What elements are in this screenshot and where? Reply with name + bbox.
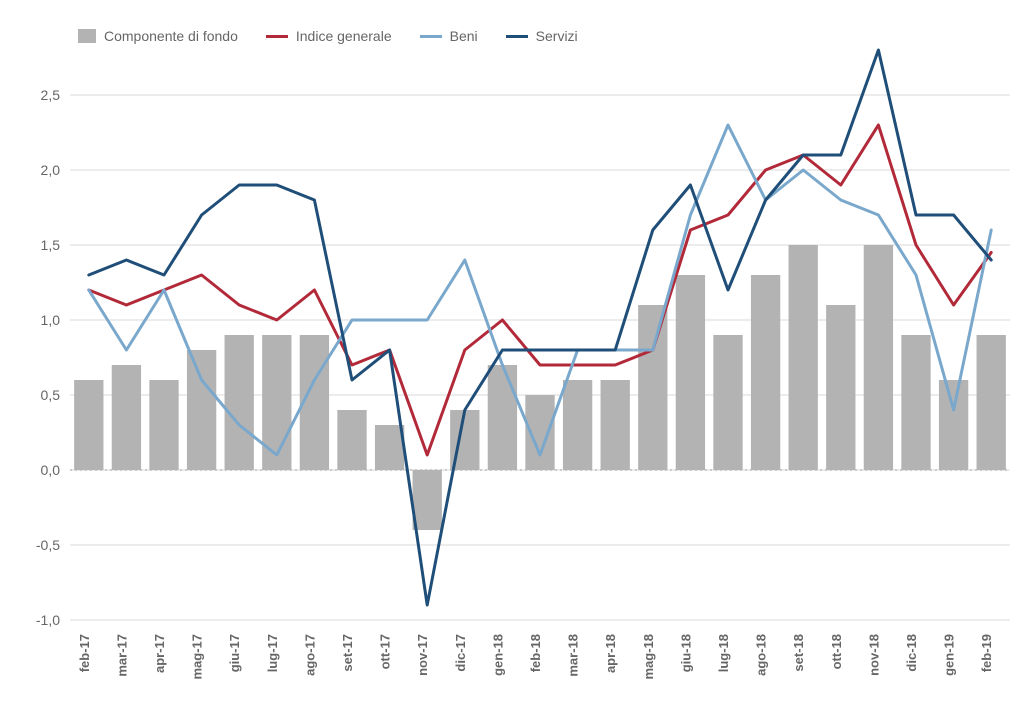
- legend-label-line-1: Beni: [450, 28, 478, 44]
- legend-line-2: [506, 35, 528, 38]
- bar: [676, 275, 705, 470]
- bar: [864, 245, 893, 470]
- legend-line-0: [266, 35, 288, 38]
- legend-swatch-bar: [78, 29, 96, 43]
- bar: [826, 305, 855, 470]
- bar: [488, 365, 517, 470]
- x-axis-label: apr-18: [603, 634, 618, 673]
- bar: [74, 380, 103, 470]
- x-axis-label: apr-17: [152, 634, 167, 673]
- legend-label-line-0: Indice generale: [296, 28, 392, 44]
- bar: [225, 335, 254, 470]
- x-axis-label: ott-18: [829, 634, 844, 669]
- bar: [977, 335, 1006, 470]
- legend-label-bar: Componente di fondo: [104, 28, 238, 44]
- y-axis-label: 2,5: [41, 87, 61, 103]
- x-axis-label: nov-18: [866, 634, 881, 676]
- bar: [112, 365, 141, 470]
- x-axis-label: lug-18: [716, 634, 731, 672]
- x-axis-label: ago-18: [754, 634, 769, 676]
- legend-item-line-2: Servizi: [506, 28, 578, 44]
- bar: [187, 350, 216, 470]
- bar: [638, 305, 667, 470]
- bar: [789, 245, 818, 470]
- x-axis-label: nov-17: [415, 634, 430, 676]
- bar: [337, 410, 366, 470]
- x-axis-label: lug-17: [265, 634, 280, 672]
- y-axis-label: -1,0: [36, 612, 60, 628]
- bar: [751, 275, 780, 470]
- x-axis-label: dic-18: [904, 634, 919, 672]
- x-axis-label: gen-19: [942, 634, 957, 676]
- y-axis-label: 0,5: [41, 387, 61, 403]
- legend-line-1: [420, 35, 442, 38]
- y-axis-label: 0,0: [41, 462, 61, 478]
- x-axis-label: mag-18: [641, 634, 656, 680]
- x-axis-label: giu-18: [678, 634, 693, 672]
- bar: [939, 380, 968, 470]
- legend-item-line-0: Indice generale: [266, 28, 392, 44]
- x-axis-label: mar-18: [566, 634, 581, 677]
- bar: [413, 470, 442, 530]
- bar: [262, 335, 291, 470]
- legend-item-line-1: Beni: [420, 28, 478, 44]
- legend: Componente di fondo Indice generale Beni…: [78, 28, 578, 44]
- x-axis-label: mag-17: [190, 634, 205, 680]
- x-axis-label: ott-17: [378, 634, 393, 669]
- x-axis-label: giu-17: [227, 634, 242, 672]
- bar: [713, 335, 742, 470]
- chart-container: Componente di fondo Indice generale Beni…: [0, 0, 1023, 724]
- x-axis-label: dic-17: [453, 634, 468, 672]
- y-axis-label: 2,0: [41, 162, 61, 178]
- chart-svg: -1,0 -0,5 0,0 0,5 1,0 1,5 2,0 2,5 feb-17 mar-17 ap…: [0, 0, 1023, 724]
- legend-item-bar: Componente di fondo: [78, 28, 238, 44]
- series-line-2: [89, 50, 991, 605]
- x-axis-label: set-18: [791, 634, 806, 672]
- bar: [375, 425, 404, 470]
- y-axis-label: -0,5: [36, 537, 60, 553]
- bar: [601, 380, 630, 470]
- x-axis-label: mar-17: [114, 634, 129, 677]
- bar: [901, 335, 930, 470]
- x-axis-label: feb-17: [77, 634, 92, 672]
- bar: [563, 380, 592, 470]
- y-axis-label: 1,0: [41, 312, 61, 328]
- x-axis-label: set-17: [340, 634, 355, 672]
- x-axis-label: feb-18: [528, 634, 543, 672]
- legend-label-line-2: Servizi: [536, 28, 578, 44]
- x-axis-label: ago-17: [302, 634, 317, 676]
- x-axis-label: feb-19: [979, 634, 994, 672]
- x-axis-label: gen-18: [490, 634, 505, 676]
- y-axis-label: 1,5: [41, 237, 61, 253]
- bar: [149, 380, 178, 470]
